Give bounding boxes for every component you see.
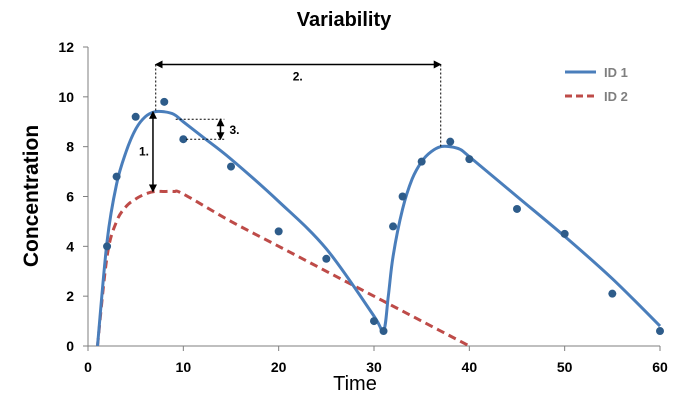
y-tick-label: 8 — [66, 139, 74, 155]
data-point — [160, 97, 169, 106]
legend: ID 1 ID 2 — [565, 65, 628, 104]
data-point — [513, 204, 521, 213]
y-axis-label: Concentration — [20, 125, 43, 267]
data-point — [389, 222, 398, 231]
x-axis-label: Time — [333, 373, 377, 395]
y-tick-label: 12 — [58, 39, 74, 55]
axes — [87, 47, 660, 347]
data-point — [227, 162, 235, 171]
data-point — [465, 155, 474, 164]
annotations: 1. 2. 3. — [139, 60, 442, 193]
data-point — [274, 227, 283, 236]
y-tick-label: 4 — [66, 238, 74, 254]
data-point — [322, 254, 331, 263]
y-tick-label: 0 — [66, 338, 74, 354]
x-tick-label: 50 — [557, 359, 573, 375]
x-tick-label: 40 — [462, 359, 478, 375]
data-points — [103, 97, 664, 336]
annotation-label-3: 3. — [229, 123, 239, 137]
chart-title: Variability — [297, 9, 392, 31]
data-point — [370, 317, 378, 326]
data-point — [379, 327, 388, 336]
y-tick-labels: 0 2 4 6 8 10 12 — [58, 39, 88, 354]
x-tick-label: 20 — [271, 359, 287, 375]
y-tick-label: 6 — [66, 189, 74, 205]
series-lines — [96, 109, 662, 348]
data-point — [446, 137, 455, 146]
series-line-id1 — [96, 109, 662, 347]
series-line-id2 — [96, 189, 471, 348]
x-tick-label: 60 — [652, 359, 668, 375]
y-tick-label: 2 — [66, 288, 74, 304]
data-point — [656, 327, 664, 336]
annotation-label-1: 1. — [139, 145, 149, 159]
x-tick-label: 0 — [84, 359, 92, 375]
data-point — [608, 289, 617, 298]
data-point — [560, 229, 569, 238]
data-point — [103, 242, 112, 251]
annotation-label-2: 2. — [293, 69, 303, 83]
legend-label-id2: ID 2 — [604, 89, 628, 104]
x-tick-label: 10 — [176, 359, 192, 375]
data-point — [131, 112, 140, 121]
legend-label-id1: ID 1 — [604, 65, 628, 80]
data-point — [417, 157, 426, 166]
x-tick-labels: 0 10 20 30 40 50 60 — [84, 346, 668, 375]
data-point — [112, 172, 121, 181]
y-tick-label: 10 — [58, 89, 74, 105]
x-tick-label: 30 — [366, 359, 382, 375]
data-point — [179, 135, 188, 144]
data-point — [398, 192, 407, 201]
